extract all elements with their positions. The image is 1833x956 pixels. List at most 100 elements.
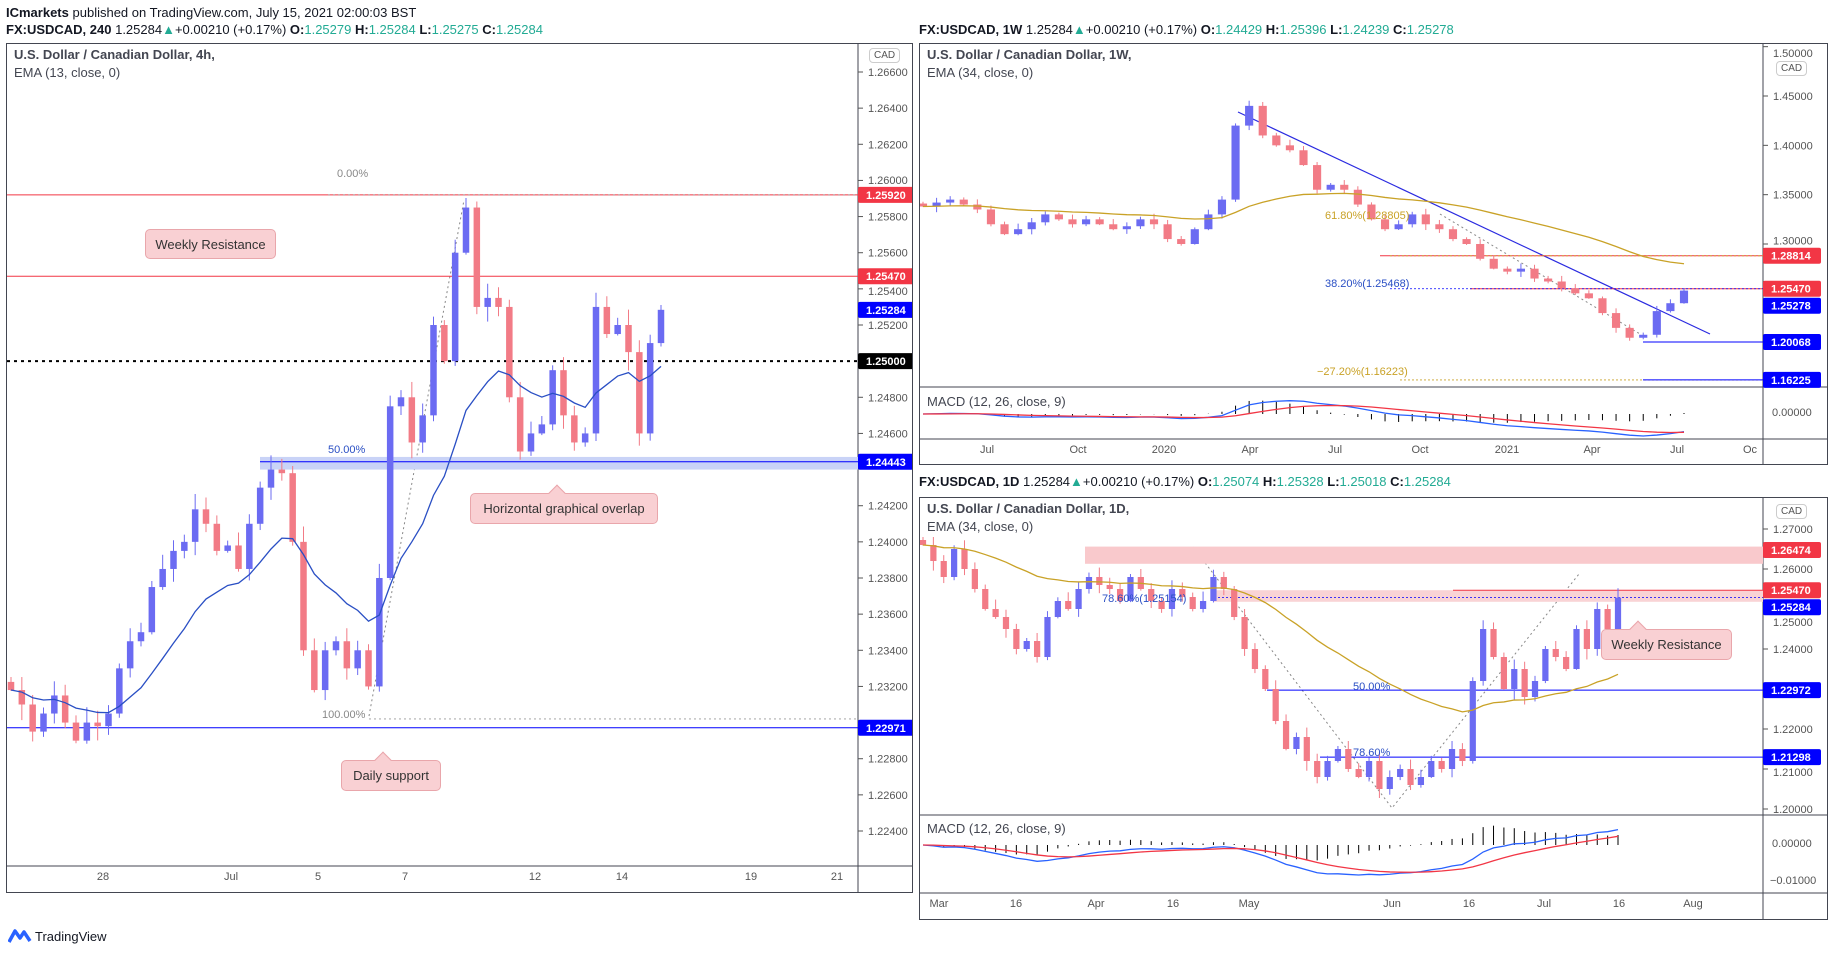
candle-body <box>386 406 394 578</box>
zone-band[interactable] <box>1214 590 1763 602</box>
candle-body <box>1490 629 1497 657</box>
candle <box>1303 727 1310 771</box>
candle <box>1462 237 1471 245</box>
fib-trend-line[interactable] <box>1192 546 1580 809</box>
currency-button[interactable]: CAD <box>869 48 901 63</box>
callout-text: Weekly Resistance <box>155 236 266 252</box>
candle-body <box>1116 589 1124 601</box>
candle-body <box>40 713 47 732</box>
candle <box>614 317 621 336</box>
time-tick: Jun <box>1383 898 1401 910</box>
time-tick: Apr <box>1583 444 1601 456</box>
time-tick: Jul <box>979 444 995 456</box>
chart-1d[interactable]: 1.27000 1.26000 1.25000 1.24000 1.22000 1.210… <box>919 497 1828 920</box>
price-tick-label: 1.22000 <box>1773 724 1813 736</box>
chart-1d-canvas[interactable]: 1.27000 1.26000 1.25000 1.24000 1.22000 1.210… <box>920 498 1827 919</box>
price-tick-label: 1.24000 <box>868 537 908 549</box>
candle-body <box>592 306 600 434</box>
price-tag: 1.25920 <box>858 186 912 203</box>
time-tick: 19 <box>744 871 758 883</box>
candle <box>1002 609 1010 638</box>
time-tick: 5 <box>314 871 322 883</box>
ema-legend[interactable]: EMA (34, close, 0) <box>927 519 1034 534</box>
overlap-callout[interactable]: Horizontal graphical overlap <box>470 484 658 524</box>
price-tag: 1.28814 <box>1763 247 1821 264</box>
candle <box>1571 284 1580 295</box>
candle <box>1469 677 1476 764</box>
candle-body <box>549 370 556 425</box>
macd-legend[interactable]: MACD (12, 26, close, 9) <box>927 821 1066 836</box>
low: 1.25018 <box>1339 474 1387 489</box>
candle <box>1345 741 1352 772</box>
time-tick: 16 <box>1462 898 1476 910</box>
candle-body <box>1571 288 1580 294</box>
candle-body <box>986 209 996 225</box>
weekly-resistance-callout[interactable]: Weekly Resistance <box>145 229 276 259</box>
time-tick: 16 <box>1009 898 1023 910</box>
time-tick: 14 <box>615 871 629 883</box>
ema-legend[interactable]: EMA (13, close, 0) <box>14 65 121 80</box>
price-tick-label: 1.24000 <box>1773 644 1813 656</box>
candle <box>343 628 351 680</box>
currency-button[interactable]: CAD <box>1776 504 1808 519</box>
candle-body <box>289 473 296 542</box>
chart-1w[interactable]: 1.50000 1.45000 1.40000 1.35000 1.30000 1.288… <box>919 43 1828 465</box>
candle-body <box>1598 298 1607 314</box>
candle-body <box>1639 334 1648 338</box>
candle <box>1334 746 1342 763</box>
candle-body <box>1604 609 1611 629</box>
macd-legend[interactable]: MACD (12, 26, close, 9) <box>927 394 1066 409</box>
candle <box>105 705 112 735</box>
candle-body <box>1204 214 1213 230</box>
tradingview-logo[interactable]: TradingView <box>8 928 107 944</box>
candle-body <box>408 397 416 443</box>
candle <box>992 599 999 619</box>
daily-support-callout[interactable]: Daily support <box>341 751 441 791</box>
candle <box>1258 101 1267 139</box>
price-tick-label: 1.25400 <box>868 286 908 298</box>
price-tick-label: 1.50000 <box>1773 48 1813 60</box>
candle <box>1081 215 1091 227</box>
candle <box>1116 583 1124 604</box>
currency-button[interactable]: CAD <box>1776 61 1808 76</box>
price-tag-label: 1.25284 <box>1771 602 1812 614</box>
author[interactable]: ICmarkets <box>6 5 69 20</box>
fib-trend-line[interactable] <box>1439 213 1641 335</box>
trend-line[interactable] <box>1237 111 1711 335</box>
weekly-resistance-callout[interactable]: Weekly Resistance <box>1601 620 1732 660</box>
price-tag-label: 1.25278 <box>1771 301 1811 313</box>
chart-4h[interactable]: 1.26600 1.26400 1.26200 1.26000 1.25800 1.256… <box>6 43 913 893</box>
candle <box>1598 296 1607 316</box>
candle-body <box>1544 278 1553 282</box>
price-tick-label: 1.25800 <box>868 212 908 224</box>
candle <box>625 309 632 371</box>
macd-tick: 0.00000 <box>1772 838 1812 850</box>
zone-band[interactable] <box>1085 546 1763 564</box>
chart-1w-canvas[interactable]: 1.50000 1.45000 1.40000 1.35000 1.30000 1.288… <box>920 44 1827 464</box>
candle-body <box>1542 649 1549 681</box>
chart-4h-canvas[interactable]: 1.26600 1.26400 1.26200 1.26000 1.25800 1.256… <box>7 44 912 892</box>
candle <box>1210 569 1217 603</box>
candle <box>1054 212 1063 221</box>
candle <box>1365 757 1373 782</box>
symbol-title: U.S. Dollar / Canadian Dollar, 1W, <box>927 47 1132 62</box>
candle-body <box>94 722 101 727</box>
candle <box>1272 680 1279 725</box>
candle-body <box>538 424 546 434</box>
zone-band[interactable] <box>260 456 858 470</box>
candle <box>1293 732 1300 755</box>
candle <box>930 537 937 571</box>
candle <box>592 292 600 441</box>
candle <box>1245 100 1254 131</box>
candle <box>1417 769 1425 788</box>
candle-body <box>920 203 928 207</box>
price-tag-label: 1.16225 <box>1771 375 1811 387</box>
ema-legend[interactable]: EMA (34, close, 0) <box>927 65 1034 80</box>
candle <box>1217 196 1227 219</box>
candle-body <box>636 352 643 434</box>
candle-body <box>451 252 459 362</box>
price-tag-label: 1.25470 <box>1771 284 1811 296</box>
price-tag: 1.25470 <box>1763 280 1821 297</box>
open: 1.25279 <box>304 22 352 37</box>
candle-body <box>1313 165 1322 190</box>
